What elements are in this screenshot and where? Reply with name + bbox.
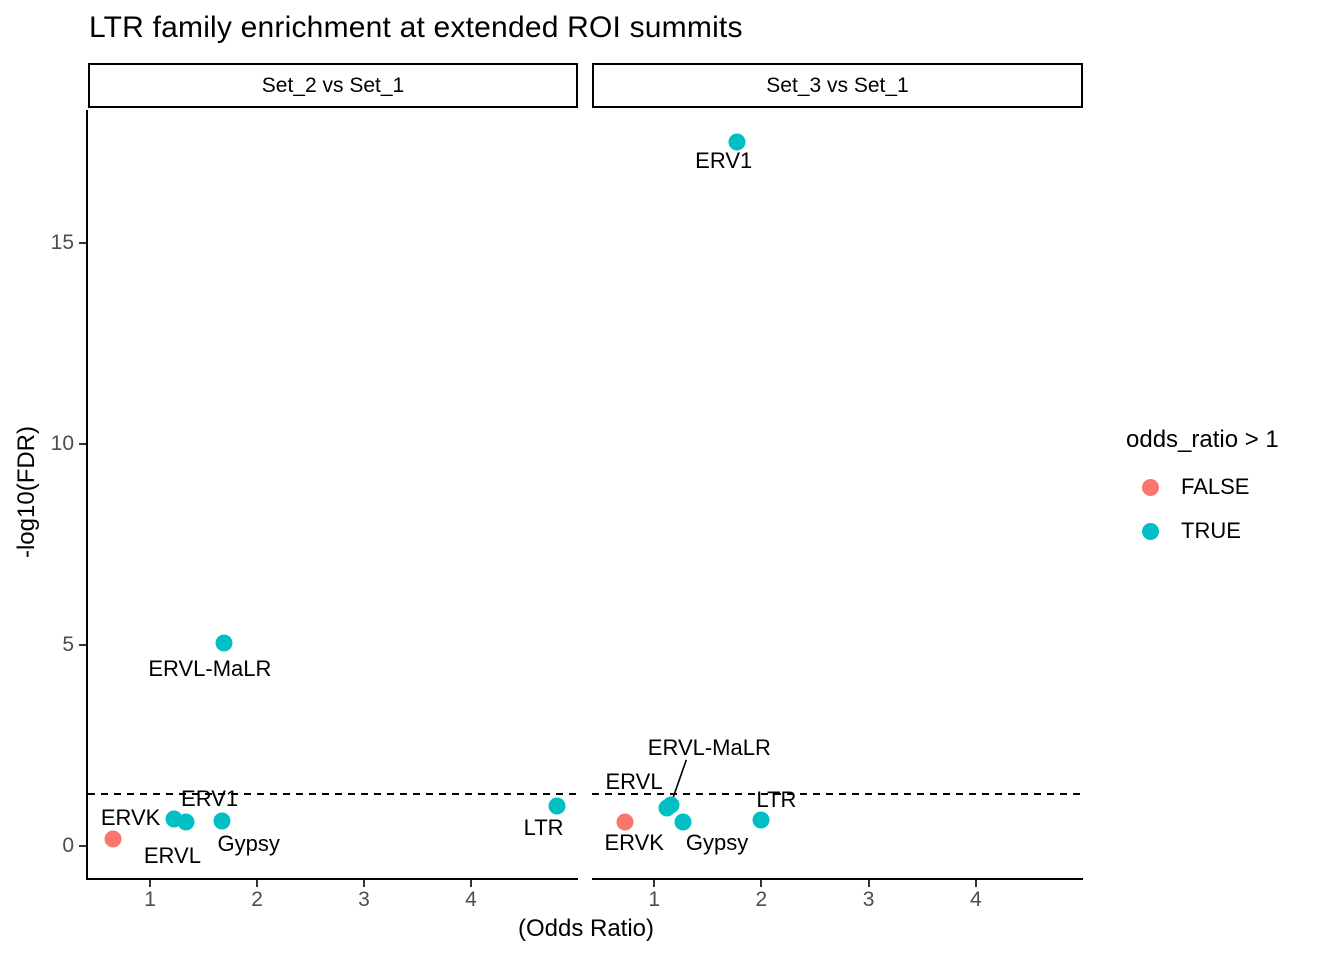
point-label-ervl-malr: ERVL-MaLR (647, 734, 771, 760)
data-point-ervl (177, 813, 195, 831)
x-tick (653, 880, 656, 887)
data-point-ervl-malr (215, 634, 233, 652)
x-tick (760, 880, 763, 887)
x-tick (256, 880, 259, 887)
y-tick (79, 844, 86, 847)
threshold-line (592, 792, 1083, 795)
x-tick-label: 3 (358, 888, 370, 911)
data-point-gypsy (674, 813, 692, 831)
x-tick (149, 880, 152, 887)
point-label-ervl-malr: ERVL-MaLR (148, 655, 272, 681)
data-point-ervk (616, 813, 634, 831)
legend-item-true: TRUE (1142, 518, 1279, 543)
data-point-ervk (104, 830, 122, 848)
point-label-ervl: ERVL (605, 768, 663, 794)
facet-strip-label: Set_2 vs Set_1 (261, 73, 405, 97)
x-tick (974, 880, 977, 887)
data-point-ltr (548, 797, 566, 815)
x-tick-label: 1 (144, 888, 156, 911)
x-tick-label: 2 (251, 888, 263, 911)
legend-dot-false (1142, 478, 1159, 496)
threshold-line (88, 792, 578, 795)
facet-panel-set2-vs-set1: ERVK ERV1 ERVL ERVL-MaLR Gypsy LTR (88, 110, 578, 878)
legend-dot-true (1142, 522, 1159, 540)
x-tick (867, 880, 870, 887)
point-label-ervk: ERVK (100, 804, 161, 830)
y-tick-label: 5 (62, 632, 74, 656)
legend-label-true: TRUE (1181, 518, 1241, 543)
x-tick (470, 880, 472, 887)
y-tick-label: 0 (62, 833, 74, 857)
facet-strip-set3-vs-set1: Set_3 vs Set_1 (592, 63, 1083, 108)
data-point-erv1 (728, 133, 746, 151)
facet-panel-set3-vs-set1: ERV1 ERVK ERVL ERVL-MaLR Gypsy LTR (592, 110, 1083, 878)
y-axis-line (86, 110, 88, 880)
data-point-ervl-malr (662, 796, 680, 814)
y-tick (79, 241, 86, 244)
label-leader-lines (88, 110, 578, 878)
label-leader-lines (671, 759, 688, 801)
point-label-ervk: ERVK (604, 829, 664, 855)
y-tick-label: 10 (50, 431, 74, 455)
x-tick-label: 3 (862, 888, 875, 911)
x-tick-label: 1 (648, 888, 661, 911)
y-tick-label: 15 (50, 230, 74, 254)
x-tick-label: 4 (969, 888, 982, 911)
legend: odds_ratio > 1 FALSE TRUE (1126, 426, 1279, 543)
x-axis-line (592, 878, 1083, 880)
point-label-ervl: ERVL (143, 842, 201, 868)
x-axis-title: (Odds Ratio) (517, 915, 655, 942)
x-tick-label: 2 (755, 888, 768, 911)
legend-label-false: FALSE (1181, 474, 1250, 499)
data-point-erv1 (165, 810, 183, 828)
data-point-gypsy (213, 812, 231, 830)
legend-title: odds_ratio > 1 (1126, 426, 1279, 453)
data-point-ltr (752, 811, 770, 829)
point-label-erv1: ERV1 (181, 785, 239, 811)
y-tick (79, 442, 86, 445)
point-label-ltr: LTR (523, 814, 564, 840)
x-axis-line (88, 878, 578, 880)
y-tick (79, 643, 86, 646)
point-label-erv1: ERV1 (695, 148, 753, 174)
point-label-gypsy: Gypsy (685, 829, 749, 855)
point-label-gypsy: Gypsy (217, 830, 280, 856)
facet-strip-set2-vs-set1: Set_2 vs Set_1 (88, 63, 578, 108)
x-tick-label: 4 (465, 888, 477, 911)
plot-title: LTR family enrichment at extended ROI su… (89, 11, 743, 44)
facet-strip-label: Set_3 vs Set_1 (766, 73, 909, 97)
point-label-ltr: LTR (756, 786, 797, 812)
leader-line-ervl-malr (671, 759, 688, 801)
legend-item-false: FALSE (1142, 474, 1279, 499)
x-tick (363, 880, 366, 887)
